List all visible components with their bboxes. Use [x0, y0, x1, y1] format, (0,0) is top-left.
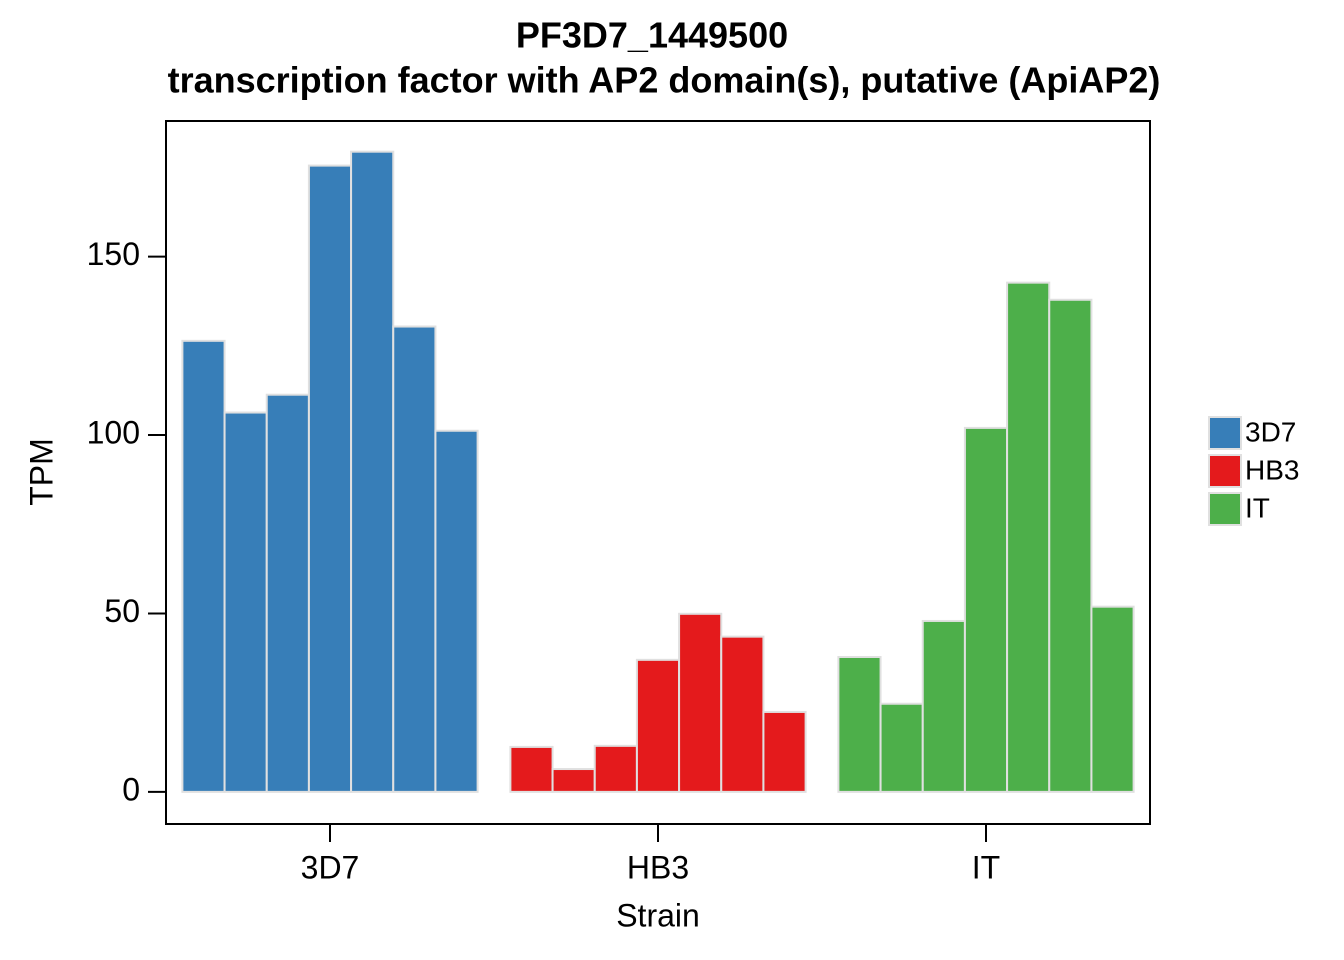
- bar: [720, 635, 765, 793]
- y-tick-label: 0: [122, 771, 140, 807]
- legend-label: 3D7: [1245, 416, 1296, 447]
- bar: [181, 339, 226, 793]
- bar: [350, 150, 395, 793]
- bar: [879, 702, 924, 793]
- legend-label: IT: [1245, 492, 1270, 523]
- y-tick-label: 100: [87, 414, 140, 450]
- chart-title: PF3D7_1449500: [516, 15, 788, 56]
- y-axis-title: TPM: [23, 438, 59, 506]
- bar: [509, 745, 554, 793]
- x-axis-title: Strain: [616, 897, 700, 933]
- bar: [921, 619, 966, 793]
- bar: [963, 426, 1009, 793]
- bar: [551, 768, 596, 793]
- bar: [762, 710, 807, 793]
- bar: [392, 325, 437, 793]
- y-tick-label: 150: [87, 236, 140, 272]
- bar: [1090, 605, 1135, 793]
- bar: [223, 411, 268, 793]
- legend-swatch: [1208, 492, 1242, 526]
- bar: [678, 612, 723, 793]
- legend-label: HB3: [1245, 454, 1299, 485]
- bar: [1048, 298, 1093, 793]
- bar: [593, 744, 638, 793]
- bar: [635, 658, 681, 793]
- legend-swatch: [1208, 454, 1242, 488]
- x-tick-label: IT: [972, 849, 1000, 885]
- bar: [434, 429, 479, 793]
- bar: [265, 393, 310, 793]
- legend-swatch: [1208, 416, 1242, 450]
- bar: [837, 655, 882, 793]
- x-tick-label: 3D7: [301, 849, 360, 885]
- y-tick-label: 50: [104, 593, 140, 629]
- bar: [1006, 281, 1051, 793]
- chart-subtitle: transcription factor with AP2 domain(s),…: [168, 60, 1161, 101]
- bar: [307, 164, 353, 793]
- x-tick-label: HB3: [627, 849, 689, 885]
